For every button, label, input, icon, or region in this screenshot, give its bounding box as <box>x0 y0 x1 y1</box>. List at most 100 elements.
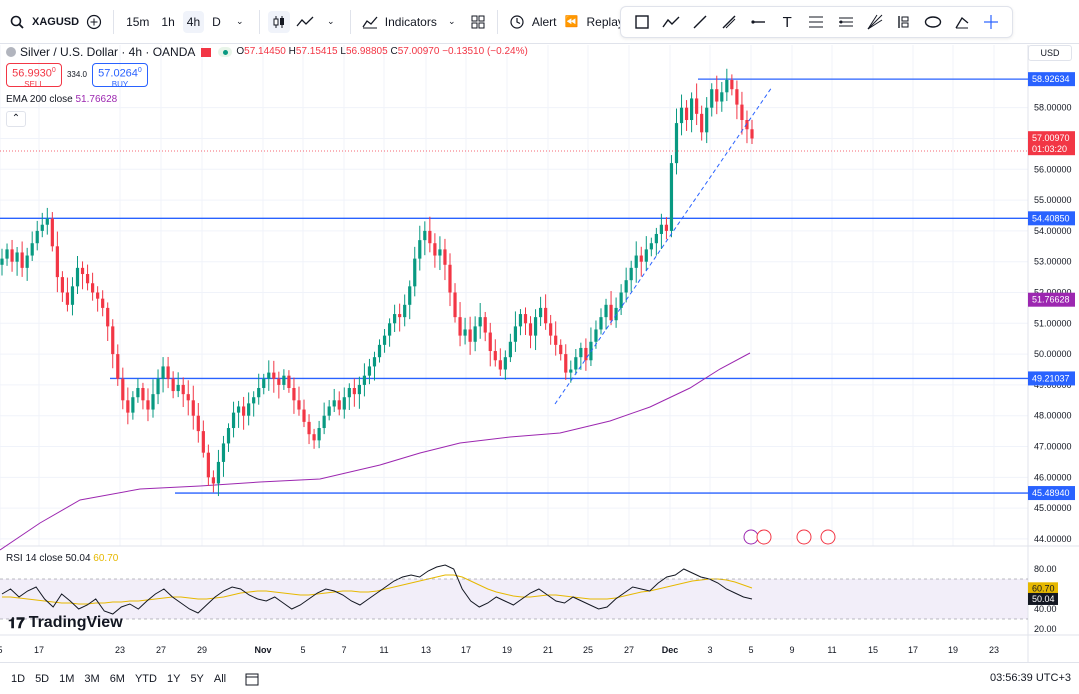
candle-body <box>523 314 528 324</box>
candle-body <box>131 397 135 413</box>
fib-channel-icon[interactable] <box>835 11 857 33</box>
indicators-icon[interactable] <box>359 11 381 33</box>
economic-events <box>743 529 836 545</box>
tradingview-logo[interactable]: 𝟏𝟕 TradingView <box>8 614 123 632</box>
ohlc-open: 57.14450 <box>244 46 286 57</box>
text-tool-icon[interactable]: T <box>782 13 792 31</box>
replay-button[interactable]: Replay <box>586 14 624 29</box>
price-axis[interactable]: 58.0000057.0000056.0000055.0000054.00000… <box>1034 103 1072 544</box>
candle-body <box>554 335 558 345</box>
candle-body <box>307 421 311 435</box>
trend-line-icon[interactable] <box>689 11 711 33</box>
eraser-icon[interactable] <box>951 11 973 33</box>
rsi-label: RSI 14 close <box>6 553 63 564</box>
candle-body <box>221 443 226 462</box>
chart-grid <box>0 45 1028 546</box>
candle-body <box>181 384 185 395</box>
layouts-grid-icon[interactable] <box>467 11 489 33</box>
interval-d[interactable]: D <box>212 14 221 29</box>
replay-icon[interactable]: ⏪ <box>564 16 579 28</box>
rectangle-tool-icon[interactable] <box>631 11 653 33</box>
sell-button[interactable]: 56.99300 SELL <box>6 63 62 90</box>
ohlc-close: 57.00970 <box>397 46 440 57</box>
spread-value: 334.0 <box>66 70 88 79</box>
long-position-icon[interactable] <box>893 11 915 33</box>
candle-body <box>25 255 29 268</box>
candle-body <box>226 428 231 444</box>
candle-body <box>448 264 452 293</box>
rsi-ma-line <box>2 574 753 605</box>
divider <box>496 9 498 34</box>
range-1y[interactable]: 1Y <box>166 672 181 685</box>
candle-body <box>700 113 704 133</box>
indicators-button[interactable]: Indicators <box>384 14 437 29</box>
horizontal-ray-icon[interactable] <box>747 11 769 33</box>
rsi-value: 50.04 <box>65 553 91 564</box>
event-us-flag-icon[interactable] <box>796 529 812 545</box>
range-5y[interactable]: 5Y <box>190 672 204 685</box>
interval-1h[interactable]: 1h <box>161 14 175 29</box>
candle-body <box>443 249 447 265</box>
rsi-line <box>1 564 753 615</box>
candles-chart-type-icon[interactable] <box>267 10 290 33</box>
level-price-label: 54.40850 <box>1032 213 1070 223</box>
candle-body <box>5 249 9 259</box>
fib-retracement-icon[interactable] <box>805 11 827 33</box>
price-tick-label: 51.00000 <box>1034 318 1072 328</box>
candle-body <box>594 329 598 342</box>
rsi-legend: RSI 14 close 50.04 60.70 <box>6 553 118 564</box>
alert-button[interactable]: Alert <box>531 14 557 29</box>
candle-body <box>528 323 533 336</box>
line-chart-icon[interactable] <box>294 11 316 33</box>
chevron-down-icon[interactable]: ⌄ <box>236 16 244 26</box>
candle-body <box>483 317 487 333</box>
candle-body <box>689 98 694 121</box>
search-icon[interactable] <box>6 11 28 33</box>
symbol-name[interactable]: XAGUSD <box>32 15 80 28</box>
candle-body <box>659 224 663 234</box>
bottom-toolbar: 1D 5D 1M 3M 6M YTD 1Y 5Y All 03:56:39 UT… <box>0 662 1079 694</box>
range-1m[interactable]: 1M <box>59 672 75 685</box>
candle-body <box>347 387 351 398</box>
collapse-legend-icon[interactable]: ⌃ <box>6 111 26 127</box>
sell-label: SELL <box>24 80 44 90</box>
range-3m[interactable]: 3M <box>84 672 100 685</box>
compare-add-icon[interactable] <box>83 11 105 33</box>
currency-selector[interactable]: USD <box>1028 45 1072 61</box>
go-to-date-icon[interactable] <box>241 668 263 690</box>
price-chart[interactable]: 58.0000057.0000056.0000055.0000054.00000… <box>0 45 1079 662</box>
range-5d[interactable]: 5D <box>35 672 50 685</box>
clock[interactable]: 03:56:39 UTC+3 <box>989 672 1071 684</box>
chevron-down-icon[interactable]: ⌄ <box>327 16 335 26</box>
range-6m[interactable]: 6M <box>109 672 125 685</box>
buy-button[interactable]: 57.02640 BUY <box>92 63 148 89</box>
time-axis[interactable]: 5 17 23 27 29 Nov 5 7 11 13 17 19 21 25 27 Dec 3 5 9 11 15 17… <box>0 645 999 655</box>
candle-body <box>377 344 382 358</box>
brush-tool-icon[interactable] <box>718 11 740 33</box>
candle-body <box>292 387 296 401</box>
range-all[interactable]: All <box>213 672 227 685</box>
event-us-flag-icon[interactable] <box>820 529 836 545</box>
candle-body <box>674 123 679 164</box>
candle-body <box>584 347 588 361</box>
sell-price-fraction: 0 <box>51 67 56 74</box>
flag-icon[interactable] <box>201 47 212 57</box>
market-status-icon <box>218 47 233 57</box>
interval-15m[interactable]: 15m <box>126 14 150 29</box>
interval-4h[interactable]: 4h <box>182 10 205 33</box>
ellipse-tool-icon[interactable] <box>922 11 944 33</box>
candle-body <box>80 267 85 275</box>
range-1d[interactable]: 1D <box>11 672 26 685</box>
event-earnings-icon[interactable] <box>743 529 759 545</box>
crosshair-icon[interactable] <box>980 11 1002 33</box>
alert-clock-icon[interactable] <box>506 11 528 33</box>
event-us-flag-icon[interactable] <box>756 529 772 545</box>
time-tick-label: 17 <box>34 645 44 655</box>
gann-tool-icon[interactable] <box>864 11 886 33</box>
trend-line-drawing[interactable] <box>554 86 773 405</box>
range-ytd[interactable]: YTD <box>134 672 157 685</box>
divider <box>349 9 351 34</box>
chevron-down-icon[interactable]: ⌄ <box>448 16 456 26</box>
path-tool-icon[interactable] <box>660 11 682 33</box>
